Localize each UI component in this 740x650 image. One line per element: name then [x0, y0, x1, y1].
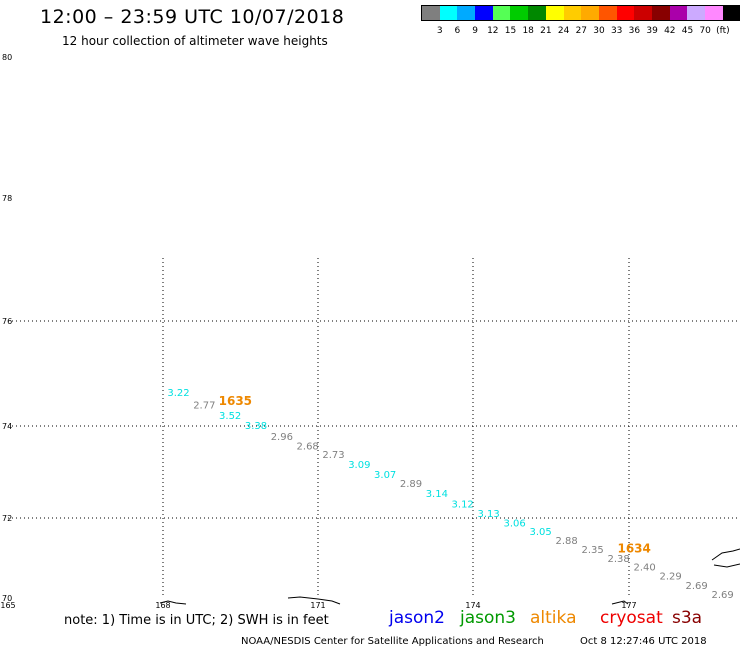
- scale-label: 15: [504, 26, 517, 36]
- wave-height-label: 2.96: [271, 432, 293, 443]
- footer-note: note: 1) Time is in UTC; 2) SWH is in fe…: [64, 613, 329, 628]
- map-grid: [8, 258, 740, 598]
- x-tick-label: 168: [155, 601, 170, 610]
- scale-swatch: [581, 6, 599, 20]
- wave-height-label: 3.38: [245, 421, 267, 432]
- scale-swatch: [722, 6, 740, 20]
- scale-label: 9: [472, 26, 478, 36]
- color-scale-legend: 3 6 9 12 15 18 21 24 27 30 33 36 39 42 45 70 (ft): [421, 5, 740, 36]
- satellite-legend-item: altika: [530, 608, 577, 628]
- color-scale-swatches: [421, 5, 740, 21]
- wave-height-label: 3.13: [477, 509, 499, 520]
- wave-height-label: 2.88: [555, 536, 577, 547]
- satellite-legend-item: cryosat: [600, 608, 663, 628]
- y-tick-label: 80: [2, 53, 12, 62]
- scale-label: 18: [522, 26, 534, 36]
- satellite-legend-item: jason2: [389, 608, 445, 628]
- scale-swatch: [439, 6, 458, 20]
- scale-swatch: [510, 6, 529, 20]
- scale-label: 6: [454, 26, 461, 36]
- wave-height-label: 2.89: [400, 479, 422, 490]
- wave-height-label: 2.38: [607, 554, 629, 565]
- scale-swatch: [528, 6, 546, 20]
- wave-height-label: 2.68: [297, 441, 319, 452]
- scale-label: 42: [664, 26, 676, 36]
- scale-swatch: [651, 6, 670, 20]
- scale-label: 27: [575, 26, 588, 36]
- scale-label: 33: [610, 26, 623, 36]
- scale-swatch: [457, 6, 476, 20]
- scale-label: (ft): [716, 26, 730, 36]
- y-tick-label: 72: [2, 514, 12, 523]
- y-tick-label: 78: [2, 194, 12, 203]
- wave-height-label: 2.69: [711, 590, 733, 601]
- time-label: 1635: [219, 394, 252, 408]
- scale-label: 24: [557, 26, 570, 36]
- wave-height-label: 3.05: [529, 527, 551, 538]
- satellite-legend-item: jason3: [460, 608, 516, 628]
- satellite-legend-item: s3a: [672, 608, 703, 628]
- wave-height-label: 3.14: [426, 489, 448, 500]
- coastline: [159, 548, 740, 605]
- x-tick-label: 174: [465, 601, 480, 610]
- scale-label: 30: [593, 26, 605, 36]
- time-label: 1634: [617, 541, 650, 555]
- scale-swatch: [669, 6, 688, 20]
- wave-height-label: 2.69: [685, 581, 707, 592]
- scale-swatch: [545, 6, 564, 20]
- scale-swatch: [422, 6, 440, 20]
- wave-height-label: 2.40: [633, 562, 655, 573]
- wave-height-label: 2.77: [193, 401, 215, 412]
- scale-swatch: [492, 6, 511, 20]
- scale-label: 45: [681, 26, 694, 36]
- wave-height-label: 3.06: [503, 518, 525, 529]
- timestamp-text: Oct 8 12:27:46 UTC 2018: [580, 636, 707, 647]
- scale-label: 36: [628, 26, 641, 36]
- scale-swatch: [634, 6, 652, 20]
- scale-swatch: [475, 6, 493, 20]
- wave-height-label: 2.29: [659, 572, 681, 583]
- scale-swatch: [563, 6, 582, 20]
- scale-label: 39: [646, 26, 658, 36]
- y-tick-label: 74: [2, 422, 12, 431]
- x-tick-label: 171: [310, 601, 325, 610]
- x-tick-label: 177: [621, 601, 636, 610]
- credit-text: NOAA/NESDIS Center for Satellite Applica…: [241, 636, 544, 647]
- scale-swatch: [616, 6, 635, 20]
- wave-height-label: 3.22: [167, 388, 189, 399]
- wave-height-label: 2.73: [322, 450, 344, 461]
- page-subtitle: 12 hour collection of altimeter wave hei…: [62, 34, 328, 48]
- scale-label: 70: [699, 26, 711, 36]
- scale-label: 12: [487, 26, 499, 36]
- scale-swatch: [687, 6, 705, 20]
- wave-height-label: 2.35: [581, 545, 603, 556]
- wave-height-points: 3.22 2.77 3.52 3.38 2.96 2.682.73 3.09 3.07 2.89…: [167, 388, 733, 601]
- page-title: 12:00 – 23:59 UTC 10/07/2018: [40, 6, 345, 28]
- scale-swatch: [598, 6, 617, 20]
- wave-height-label: 3.09: [348, 460, 370, 471]
- y-tick-label: 76: [2, 317, 12, 326]
- scale-label: 3: [436, 26, 443, 36]
- scale-swatch: [705, 6, 723, 20]
- y-tick-label: 70: [2, 594, 12, 603]
- wave-height-label: 3.12: [452, 499, 474, 510]
- x-tick-label: 165: [0, 601, 15, 610]
- wave-height-label: 3.07: [374, 470, 396, 481]
- scale-label: 21: [540, 26, 552, 36]
- wave-height-label: 3.52: [219, 411, 241, 422]
